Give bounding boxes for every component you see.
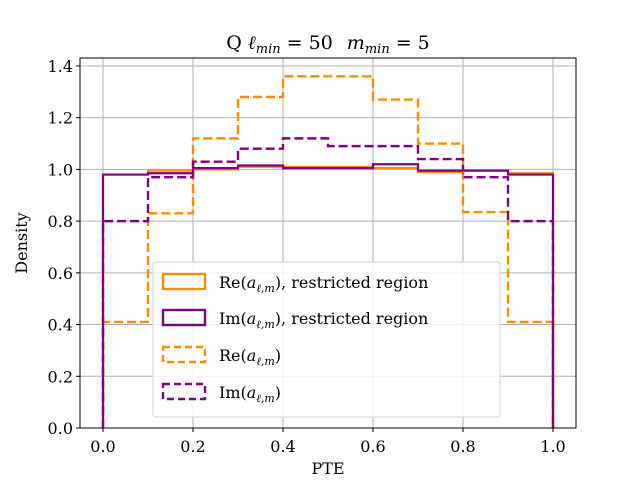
- legend-label: Im(aℓ,m), restricted region: [219, 309, 428, 331]
- title-l-value: = 50: [281, 32, 333, 54]
- y-tick-label: 0.0: [48, 419, 73, 438]
- title-m-value: = 5: [390, 32, 430, 54]
- x-tick-label: 0.8: [450, 437, 475, 456]
- legend-swatch: [161, 345, 207, 364]
- y-axis: 0.0 0.2 0.4 0.6 0.8 1.0 1.2 1.4: [48, 57, 80, 438]
- title-prefix: Q: [226, 32, 248, 54]
- legend-box: [152, 261, 501, 418]
- series-group: [101, 75, 555, 428]
- x-axis-label: PTE: [311, 459, 344, 478]
- y-tick-label: 0.6: [48, 264, 73, 283]
- title-m-symbol: m: [347, 32, 365, 54]
- legend-label: Re(aℓ,m): [219, 346, 281, 368]
- series-re-full: [101, 75, 555, 428]
- x-tick-label: 0.4: [270, 437, 295, 456]
- title-m-subscript: min: [365, 42, 390, 57]
- y-tick-label: 1.2: [48, 109, 73, 128]
- y-tick-label: 0.2: [48, 367, 73, 386]
- legend-swatch: [161, 272, 207, 291]
- title-l-symbol: ℓ: [248, 32, 256, 54]
- legend-label: Im(aℓ,m): [219, 383, 281, 405]
- chart-title: Q ℓmin = 50 mmin = 5: [226, 32, 430, 57]
- legend-label: Re(aℓ,m), restricted region: [219, 273, 428, 295]
- x-tick-label: 0.6: [360, 437, 385, 456]
- series-im-full: [101, 137, 555, 428]
- y-tick-label: 1.4: [48, 57, 73, 76]
- legend-swatch: [161, 308, 207, 327]
- y-tick-label: 0.4: [48, 316, 73, 335]
- title-l-subscript: min: [256, 42, 281, 57]
- series-im-restricted: [101, 163, 555, 428]
- x-tick-label: 1.0: [540, 437, 565, 456]
- x-tick-label: 0.2: [180, 437, 205, 456]
- y-axis-label: Density: [12, 212, 31, 273]
- x-tick-label: 0.0: [90, 437, 115, 456]
- y-tick-label: 0.8: [48, 212, 73, 231]
- legend: Re(aℓ,m), restricted region Im(aℓ,m), res…: [152, 261, 501, 418]
- x-axis: 0.0 0.2 0.4 0.6 0.8 1.0: [90, 428, 566, 456]
- axes-frame: [79, 57, 577, 429]
- y-tick-label: 1.0: [48, 160, 73, 179]
- legend-swatch: [161, 382, 207, 401]
